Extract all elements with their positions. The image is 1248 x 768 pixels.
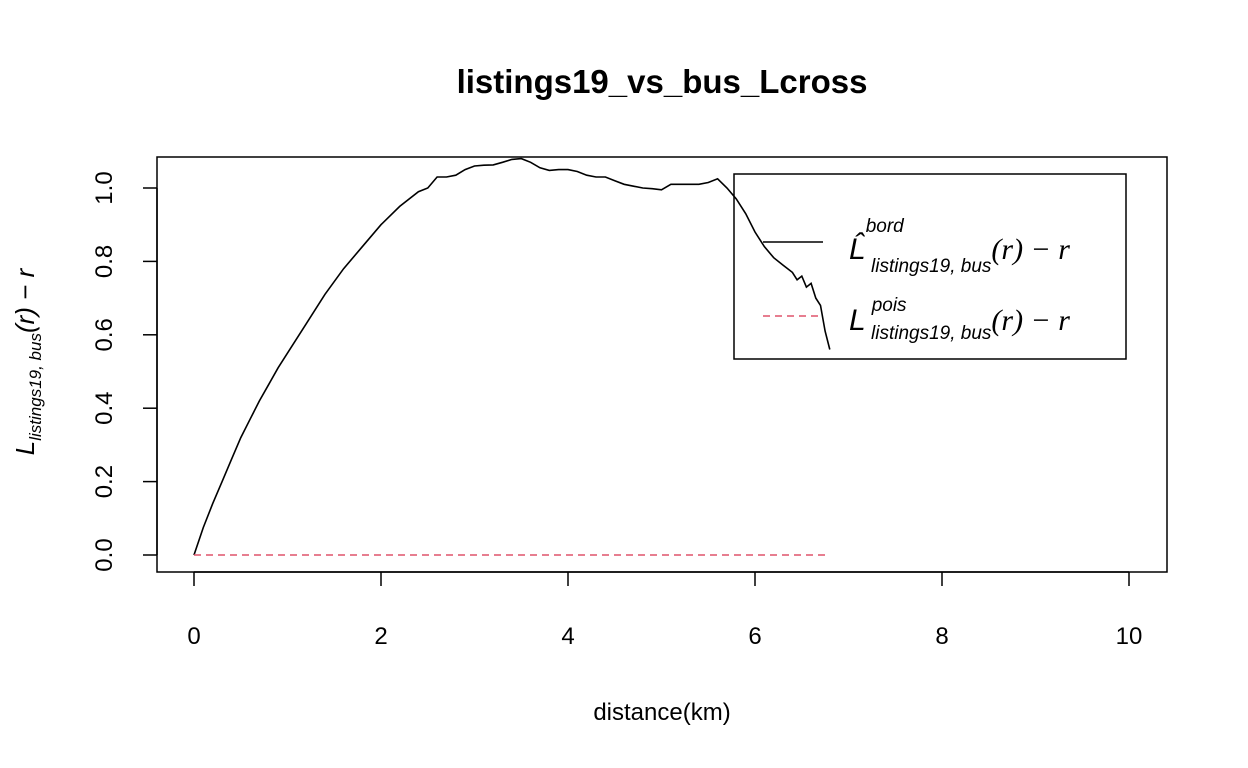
series-line-bord <box>193 157 831 556</box>
x-tick-label: 0 <box>187 623 200 650</box>
legend-bord-base: L̂ <box>849 233 866 266</box>
x-axis-label: distance(km) <box>593 699 730 726</box>
y-tick-label: 0.0 <box>91 538 118 571</box>
legend-pois-subscript: listings19, bus <box>871 323 992 344</box>
y-tick-label: 0.4 <box>91 392 118 425</box>
legend-pois-base: L <box>849 304 866 337</box>
x-tick-label: 4 <box>561 623 574 650</box>
y-axis: 0.0 0.2 0.4 0.6 0.8 1.0 <box>91 171 158 572</box>
y-axis-label: Llistings19, bus(r) − r <box>10 267 45 455</box>
legend-pois-rest: (r) − r <box>991 304 1070 337</box>
legend-entry-bord: L̂bord listings19, bus(r) − r <box>849 216 1070 277</box>
x-tick-label: 10 <box>1116 623 1143 650</box>
legend-box <box>733 173 1127 360</box>
y-tick-label: 0.8 <box>91 245 118 278</box>
y-tick-label: 1.0 <box>91 171 118 204</box>
y-axis-label-base: L <box>10 441 40 455</box>
y-tick-label: 0.6 <box>91 318 118 351</box>
x-tick-label: 8 <box>935 623 948 650</box>
x-axis: 0 2 4 6 8 10 <box>187 571 1143 650</box>
x-tick-label: 6 <box>748 623 761 650</box>
chart-title: listings19_vs_bus_Lcross <box>457 63 868 100</box>
x-tick-label: 2 <box>374 623 387 650</box>
y-axis-label-subscript: listings19, bus <box>26 333 45 441</box>
legend-bord-superscript: bord <box>866 216 905 237</box>
legend-bord-subscript: listings19, bus <box>871 256 992 277</box>
legend-pois-superscript: pois <box>871 295 907 316</box>
legend-bord-rest: (r) − r <box>991 233 1070 266</box>
y-tick-label: 0.2 <box>91 465 118 498</box>
y-axis-label-rest: (r) − r <box>10 267 40 333</box>
